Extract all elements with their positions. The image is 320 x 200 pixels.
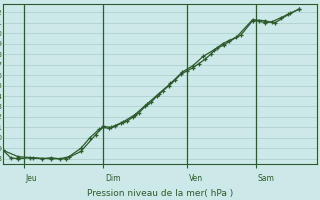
- Text: Sam: Sam: [257, 174, 274, 183]
- Text: Ven: Ven: [188, 174, 203, 183]
- Text: Jeu: Jeu: [26, 174, 37, 183]
- Text: Dim: Dim: [105, 174, 120, 183]
- Text: Pression niveau de la mer( hPa ): Pression niveau de la mer( hPa ): [87, 189, 233, 198]
